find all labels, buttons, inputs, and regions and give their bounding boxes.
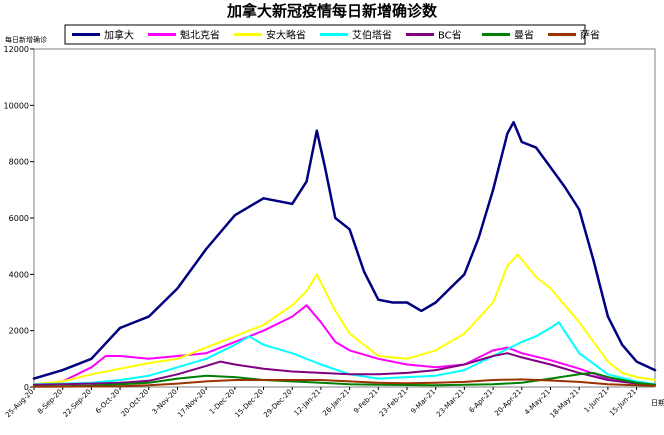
legend-label: 曼省 — [514, 29, 534, 42]
x-tick-label: 1-Jun-21 — [583, 388, 610, 415]
x-tick-label: 4-May-21 — [523, 388, 552, 417]
x-tick-label: 20-Oct-20 — [120, 388, 151, 419]
y-tick-label: 8000 — [9, 158, 29, 167]
x-axis-label: 日期 — [651, 399, 664, 407]
y-tick-label: 10000 — [4, 101, 29, 110]
series-line-1 — [32, 120, 657, 380]
series-line-4 — [33, 321, 656, 386]
x-tick-label: 3-Nov-20 — [151, 388, 179, 416]
x-tick-label: 22-Sep-20 — [62, 388, 93, 419]
y-tick-label: 2000 — [9, 327, 29, 336]
legend-label: 安大略省 — [266, 29, 306, 42]
legend-label: 魁北克省 — [180, 29, 220, 42]
y-axis: 0 2000 4000 6000 8000 10000 12000 — [4, 45, 34, 392]
legend-label: BC省 — [438, 29, 462, 42]
legend-label: 加拿大 — [104, 29, 134, 42]
x-tick-label: 23-Mar-21 — [435, 388, 466, 419]
x-tick-label: 9-Mar-21 — [409, 388, 437, 416]
y-tick-label: 4000 — [9, 270, 29, 279]
x-tick-label: 15-Dec-20 — [234, 388, 265, 419]
x-tick-label: 12-Jan-21 — [293, 388, 323, 418]
x-tick-label: 26-Jan-21 — [321, 388, 351, 418]
legend-label: 艾伯塔省 — [352, 29, 392, 42]
x-tick-label: 23-Feb-21 — [378, 388, 409, 419]
x-tick-label: 29-Dec-20 — [262, 388, 293, 419]
plot-area-frame — [33, 48, 656, 388]
series-line-6 — [33, 371, 656, 388]
series-line-2 — [33, 304, 656, 387]
legend: 加拿大 魁北克省 安大略省 艾伯塔省 BC省 曼省 萨省 — [64, 24, 600, 45]
x-tick-label: 6-Apr-21 — [468, 388, 495, 415]
x-tick-label: 25-Aug-20 — [4, 388, 35, 419]
y-tick-label: 12000 — [4, 45, 29, 54]
x-tick-label: 1-Dec-20 — [208, 388, 236, 416]
series-line-7 — [33, 378, 656, 388]
x-tick-label: 9-Feb-21 — [352, 388, 379, 415]
x-tick-label: 20-Apr-21 — [493, 388, 523, 418]
y-axis-label: 每日新增确诊 — [5, 35, 47, 44]
x-tick-label: 15-Jun-21 — [608, 388, 638, 418]
chart-title: 加拿大新冠疫情每日新增确诊数 — [226, 2, 438, 20]
y-tick-label: 6000 — [9, 214, 29, 223]
y-tick-label: 0 — [24, 383, 29, 392]
series-line-3 — [33, 253, 656, 386]
x-tick-label: 17-Nov-20 — [176, 388, 207, 419]
series-line-5 — [33, 352, 656, 386]
legend-label: 萨省 — [580, 29, 600, 42]
x-tick-label: 8-Sep-20 — [36, 388, 64, 416]
x-tick-label: 18-May-21 — [549, 388, 581, 420]
x-tick-label: 6-Oct-20 — [94, 388, 121, 415]
series-lines — [32, 120, 657, 388]
